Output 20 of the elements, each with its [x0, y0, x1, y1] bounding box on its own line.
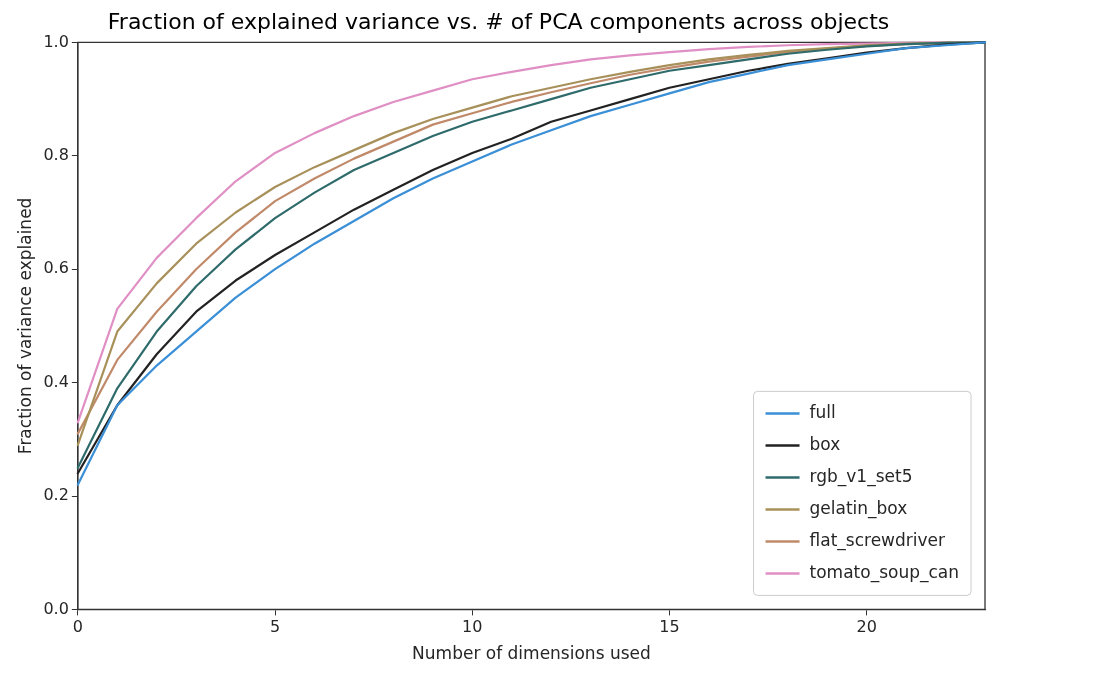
x-axis-title: Number of dimensions used [412, 643, 651, 664]
legend-label: full [809, 401, 836, 422]
x-tick-label: 10 [462, 617, 483, 637]
legend-label: rgb_v1_set5 [809, 465, 913, 487]
y-tick-label: 0.4 [43, 371, 69, 391]
legend-label: gelatin_box [809, 497, 908, 519]
y-tick-label: 0.0 [43, 598, 69, 618]
y-tick-label: 1.0 [43, 31, 69, 51]
y-tick-label: 0.6 [43, 258, 69, 278]
y-tick-label: 0.2 [43, 485, 69, 505]
legend-label: flat_screwdriver [809, 529, 946, 551]
legend-label: box [809, 433, 841, 454]
x-tick-label: 0 [72, 617, 83, 637]
chart-title: Fraction of explained variance vs. # of PCA components across objects [107, 8, 890, 34]
x-tick-label: 15 [659, 617, 680, 637]
y-tick-label: 0.8 [43, 144, 69, 164]
x-tick-label: 5 [269, 617, 281, 637]
y-axis-title: Fraction of variance explained [14, 197, 35, 455]
legend-label: tomato_soup_can [809, 561, 960, 583]
x-tick-label: 20 [856, 617, 877, 637]
